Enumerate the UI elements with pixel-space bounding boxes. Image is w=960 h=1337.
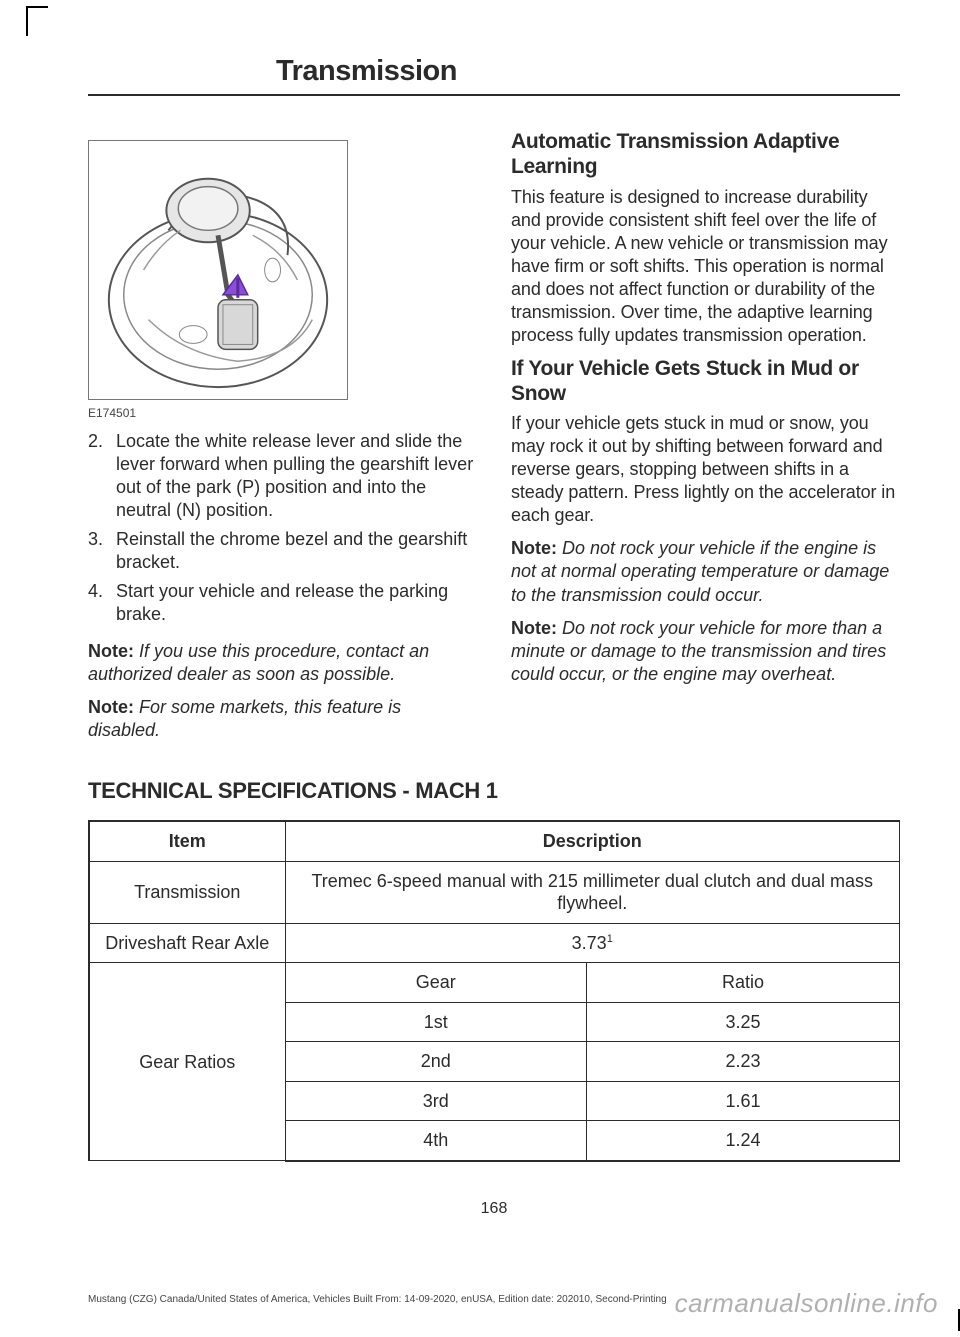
cell-desc: Tremec 6-speed manual with 215 millimete… xyxy=(285,861,900,923)
step-text: Locate the white release lever and slide… xyxy=(116,430,477,522)
list-item: 2. Locate the white release lever and sl… xyxy=(88,430,477,522)
cell-gear: 1st xyxy=(285,1002,586,1042)
subheading-adaptive-learning: Automatic Transmission Adaptive Learning xyxy=(511,130,900,180)
th-description: Description xyxy=(285,821,900,861)
tech-spec-heading: TECHNICAL SPECIFICATIONS - MACH 1 xyxy=(88,778,900,804)
subheading-stuck: If Your Vehicle Gets Stuck in Mud or Sno… xyxy=(511,357,900,407)
cell-desc: 3.731 xyxy=(285,923,900,963)
cell-gear: 4th xyxy=(285,1121,586,1161)
spec-table: Item Description Transmission Tremec 6-s… xyxy=(88,820,900,1162)
step-number: 3. xyxy=(88,528,116,574)
left-column: E174501 2. Locate the white release leve… xyxy=(88,130,477,752)
watermark: carmanualsonline.info xyxy=(675,1288,938,1319)
gearshift-figure xyxy=(88,140,348,400)
note-block: Note: For some markets, this feature is … xyxy=(88,696,477,742)
step-number: 2. xyxy=(88,430,116,522)
cell-ratio-head: Ratio xyxy=(586,963,899,1003)
table-row: Driveshaft Rear Axle 3.731 xyxy=(89,923,900,963)
table-row: Transmission Tremec 6-speed manual with … xyxy=(89,861,900,923)
page-number: 168 xyxy=(88,1200,900,1218)
paragraph: This feature is designed to increase dur… xyxy=(511,186,900,347)
figure-code: E174501 xyxy=(88,406,477,420)
superscript: 1 xyxy=(607,933,613,945)
page-content: Transmission xyxy=(0,0,960,1218)
cell-ratio: 2.23 xyxy=(586,1042,899,1082)
note-body: For some markets, this feature is disabl… xyxy=(88,697,401,740)
step-text: Start your vehicle and release the parki… xyxy=(116,580,477,626)
note-label: Note: xyxy=(511,618,557,638)
gearshift-illustration-icon xyxy=(89,141,347,399)
procedure-steps: 2. Locate the white release lever and sl… xyxy=(88,430,477,626)
note-block: Note: If you use this procedure, contact… xyxy=(88,640,477,686)
crop-mark-top-left xyxy=(26,6,48,36)
note-body: Do not rock your vehicle if the engine i… xyxy=(511,538,889,604)
note-block: Note: Do not rock your vehicle for more … xyxy=(511,617,900,686)
note-label: Note: xyxy=(511,538,557,558)
cell-gear: 2nd xyxy=(285,1042,586,1082)
cell-ratio: 1.61 xyxy=(586,1081,899,1121)
cell-ratio: 1.24 xyxy=(586,1121,899,1161)
note-label: Note: xyxy=(88,641,134,661)
note-body: Do not rock your vehicle for more than a… xyxy=(511,618,886,684)
two-column-layout: E174501 2. Locate the white release leve… xyxy=(88,130,900,752)
cell-gear: 3rd xyxy=(285,1081,586,1121)
step-number: 4. xyxy=(88,580,116,626)
note-body: If you use this procedure, contact an au… xyxy=(88,641,429,684)
th-item: Item xyxy=(89,821,285,861)
table-row: Item Description xyxy=(89,821,900,861)
right-column: Automatic Transmission Adaptive Learning… xyxy=(511,130,900,752)
cell-item: Driveshaft Rear Axle xyxy=(89,923,285,963)
step-text: Reinstall the chrome bezel and the gears… xyxy=(116,528,477,574)
cell-ratio: 3.25 xyxy=(586,1002,899,1042)
print-footer: Mustang (CZG) Canada/United States of Am… xyxy=(88,1294,667,1305)
cell-item: Transmission xyxy=(89,861,285,923)
divider xyxy=(88,94,900,96)
chapter-title: Transmission xyxy=(276,55,900,88)
note-label: Note: xyxy=(88,697,134,717)
list-item: 3. Reinstall the chrome bezel and the ge… xyxy=(88,528,477,574)
note-block: Note: Do not rock your vehicle if the en… xyxy=(511,537,900,606)
cell-item: Gear Ratios xyxy=(89,963,285,1161)
cell-gear-head: Gear xyxy=(285,963,586,1003)
list-item: 4. Start your vehicle and release the pa… xyxy=(88,580,477,626)
table-row: Gear Ratios Gear Ratio xyxy=(89,963,900,1003)
paragraph: If your vehicle gets stuck in mud or sno… xyxy=(511,412,900,527)
